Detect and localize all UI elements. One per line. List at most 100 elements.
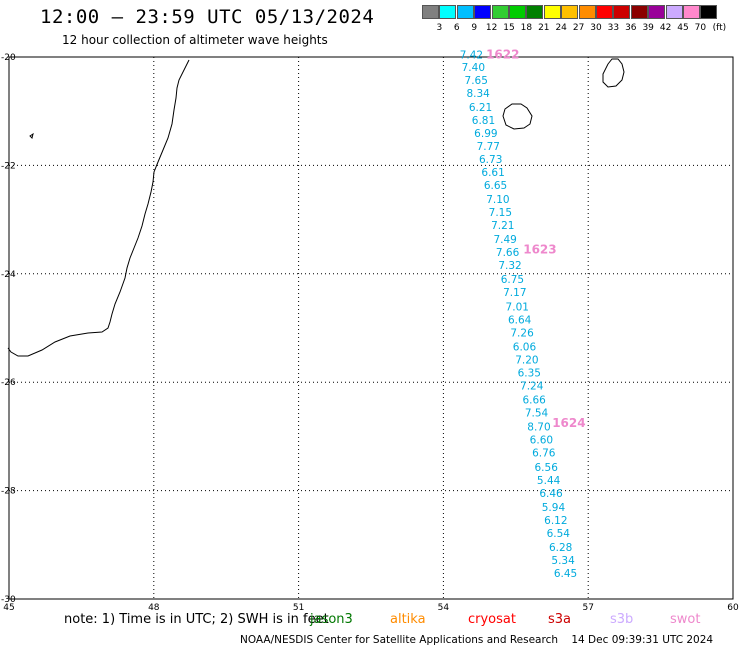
wave-height-value: 5.34 [551,555,575,567]
map-title: 12:00 – 23:59 UTC 05/13/2024 [40,6,375,28]
colorbar-swatch [630,5,648,19]
longitude-tick-label: 54 [438,603,450,613]
wave-height-value: 6.81 [472,115,495,127]
colorbar-swatch [665,5,683,19]
axis-tick-labels: 45 48 51 54 57 60 -20 -22 -24 -26 -28 -30 [1,53,739,613]
map-border [8,56,734,600]
wave-height-value: 7.01 [506,301,529,313]
satellite-legend-jason3: jason3 [310,612,353,627]
colorbar-tick-label: 9 [471,23,478,33]
note-text: note: 1) Time is in UTC; 2) SWH is in fe… [64,612,329,627]
wave-height-value: 8.70 [527,422,550,434]
colorbar-tick-label: 18 [520,23,533,33]
wave-height-value: 7.42 [460,49,483,61]
wave-height-value: 6.66 [522,395,546,407]
wave-height-value: 7.32 [498,260,521,272]
footer-credit: NOAA/NESDIS Center for Satellite Applica… [240,634,558,646]
wave-height-value: 6.46 [539,488,563,500]
latitude-tick-label: -28 [1,487,16,497]
wave-height-value: 7.65 [465,75,488,87]
wave-height-value: 6.60 [530,435,553,447]
satellite-legend-swot: swot [670,612,701,627]
wave-height-labels: 7.427.407.658.34 6.216.816.997.776.736.61… [460,49,578,580]
colorbar-swatch [509,5,526,19]
footer-timestamp: 14 Dec 09:39:31 UTC 2024 [571,634,714,646]
madagascar-coastline [7,59,190,357]
colorbar-swatch [561,5,579,19]
pass-time-label: 1622 [486,47,519,61]
wave-height-value: 6.99 [474,128,497,140]
wave-height-value: 6.73 [479,154,502,166]
wave-height-value: 7.21 [491,220,514,232]
colorbar-swatch [474,5,492,19]
satellite-legend-cryosat: cryosat [468,612,516,627]
colorbar-swatch [526,5,544,19]
wave-height-value: 8.34 [466,88,490,100]
wave-height-value: 7.40 [462,62,485,74]
coastlines [7,58,625,357]
longitude-tick-label: 60 [727,603,739,613]
colorbar-tick-label: 45 [677,23,689,33]
colorbar-tick-label: 6 [453,23,460,33]
colorbar-swatch [700,5,718,19]
wave-height-value: 6.35 [518,367,541,379]
colorbar-tick-label: 24 [555,23,567,33]
satellite-legend-altika: altika [390,612,426,627]
latitude-tick-label: -22 [1,161,16,171]
colorbar-tick-label: 42 [659,23,672,33]
wave-height-value: 7.49 [493,234,516,246]
wave-height-value: 6.28 [549,542,572,554]
colorbar-tick-label: 33 [607,23,620,33]
colorbar-swatch [456,5,474,19]
colorbar-swatch [422,5,439,19]
colorbar-unit: (ft) [712,23,727,33]
wave-height-value: 7.10 [486,194,509,206]
wave-height-value: 6.75 [501,274,524,286]
colorbar-tick-label: 30 [590,23,602,33]
wave-height-value: 7.66 [496,247,520,259]
colorbar-tick-label: 70 [694,23,707,33]
colorbar-swatch [578,5,596,19]
map-subtitle: 12 hour collection of altimeter wave hei… [62,33,328,47]
wave-height-value: 6.65 [484,180,507,192]
lat-lon-grid [8,56,734,600]
colorbar-tick-label: 21 [538,23,550,33]
longitude-tick-label: 51 [293,603,304,613]
wave-height-value: 7.24 [520,380,544,392]
latitude-tick-label: -26 [1,378,16,388]
pass-time-labels: 1622 1623 1624 [486,47,586,430]
colorbar-swatch [683,5,700,19]
colorbar-swatch [596,5,613,19]
small-islet [29,132,34,139]
colorbar-tick-label: 36 [625,23,637,33]
longitude-tick-label: 57 [582,603,593,613]
wave-height-value: 6.76 [532,448,556,460]
longitude-tick-label: 45 [3,603,14,613]
wave-height-value: 6.12 [544,515,567,527]
mauritius-island [602,58,625,88]
pass-time-label: 1623 [523,242,556,256]
wave-height-value: 6.61 [481,167,504,179]
colorbar-tick-label: 39 [642,23,654,33]
wave-height-value: 6.06 [513,341,537,353]
wave-height-value: 5.94 [542,502,566,514]
wave-height-value: 7.77 [477,141,500,153]
latitude-tick-label: -24 [1,270,16,280]
satellite-legend-s3a: s3a [548,612,572,627]
colorbar-tick-label: 15 [503,23,515,33]
colorbar-swatch [648,5,666,19]
colorbar-swatch [439,5,457,19]
wave-height-value: 6.56 [535,462,559,474]
colorbar-swatch [543,5,561,19]
longitude-tick-label: 48 [148,603,160,613]
wave-height-value: 6.21 [469,102,492,114]
wave-height-value: 7.17 [503,287,526,299]
footer: NOAA/NESDIS Center for Satellite Applica… [240,634,713,646]
colorbar-tick-label: 3 [436,23,443,33]
wave-height-value: 6.64 [508,314,532,326]
colorbar-tick-label: 27 [572,23,585,33]
colorbar-tick-label: 12 [485,23,498,33]
latitude-tick-label: -20 [1,53,16,63]
latitude-tick-label: -30 [1,595,16,605]
